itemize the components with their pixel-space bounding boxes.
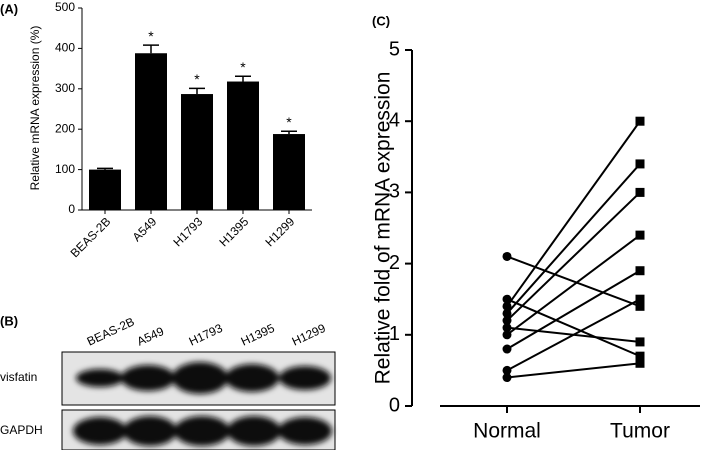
point [502,344,512,354]
significance-mark: * [148,28,154,44]
error-bar [97,167,113,170]
band [123,416,177,446]
lane-label: H1395 [239,321,277,349]
lane-label: H1299 [290,321,328,349]
blot-image [61,351,336,451]
pair-line [506,362,641,379]
significance-mark: * [240,59,246,75]
error-bar [235,75,251,82]
point [635,351,645,361]
pair-line [506,269,641,350]
significance-mark: * [286,114,292,130]
bar [89,169,121,210]
point [502,308,512,318]
y-tick-label: 0 [68,202,75,216]
panel-label: (B) [0,313,18,328]
point [635,266,645,276]
point [635,159,645,169]
y-tick-label: 2 [389,252,400,274]
x-tick-label: A549 [130,214,160,244]
band [227,416,281,446]
x-tick-label: H1395 [216,214,251,249]
y-tick-label: 4 [389,109,400,131]
y-tick-label: 3 [389,181,400,203]
point [635,294,645,304]
x-tick-label: Tumor [610,420,670,443]
point [502,251,512,261]
pair-line [506,298,641,358]
band [73,417,127,445]
point [502,373,512,383]
y-axis-label: Relative mRNA expression (%) [28,26,42,191]
band [225,364,279,392]
y-tick-label: 0 [389,394,400,416]
band [172,362,228,394]
point [635,337,645,347]
y-tick-label: 5 [389,38,400,60]
bar [181,94,213,210]
x-tick-label: Normal [473,420,541,443]
significance-mark: * [194,71,200,87]
row-label: GAPDH [0,423,43,437]
panel-label: (A) [0,1,18,16]
panel-label: (C) [372,13,390,28]
band [278,417,332,445]
band [279,366,331,390]
lane-label: A549 [135,324,167,349]
point [502,365,512,375]
y-tick-label: 200 [55,121,75,135]
bar [227,81,259,210]
row-label: visfatin [0,370,37,384]
lane-label: H1793 [187,321,225,349]
pair-line [506,234,641,336]
band [174,416,230,446]
x-tick-label: H1793 [170,214,205,249]
pair-line [506,120,641,307]
point [635,187,645,197]
bar [273,134,305,210]
y-axis-label: Relative fold of mRNA expression [372,72,395,385]
point [502,316,512,326]
pair-line [506,255,641,308]
point [502,330,512,340]
lane-label: BEAS-2B [85,314,137,348]
band [76,369,124,387]
y-tick-label: 100 [55,162,75,176]
pair-line [506,163,641,315]
point [635,358,645,368]
y-tick-label: 1 [389,323,400,345]
point [635,301,645,311]
point [635,116,645,126]
point [502,323,512,333]
pair-line [506,191,641,322]
point [502,294,512,304]
error-bar [281,130,297,135]
y-tick-label: 500 [55,0,75,14]
error-bar [189,87,205,95]
point [502,301,512,311]
error-bar [143,44,159,54]
y-tick-label: 300 [55,81,75,95]
x-tick-label: BEAS-2B [68,214,114,260]
y-tick-label: 400 [55,41,75,55]
x-tick-label: H1299 [262,214,297,249]
point [635,230,645,240]
band [121,365,175,391]
bar [135,53,167,210]
pair-line [506,298,641,372]
